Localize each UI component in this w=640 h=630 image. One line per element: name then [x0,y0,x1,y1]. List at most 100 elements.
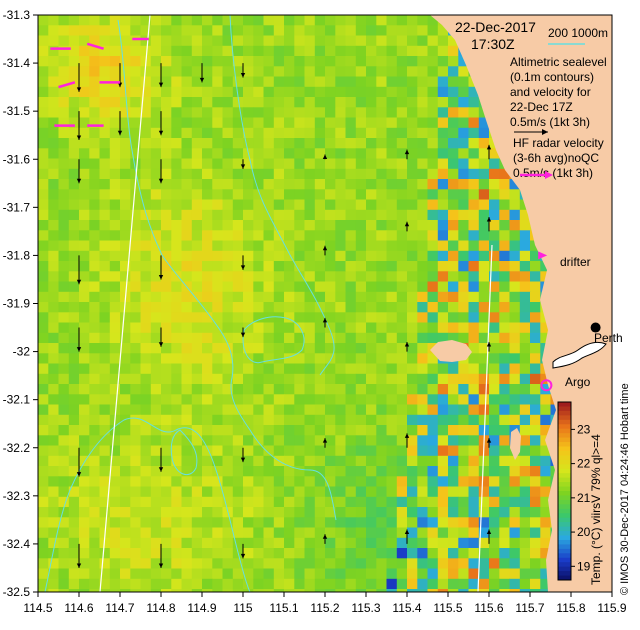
sst-cell [243,343,254,354]
sst-cell [376,76,387,88]
sst-cell [79,537,90,549]
sst-cell [191,209,203,221]
sst-cell [89,25,100,36]
sst-cell [212,179,223,190]
sst-cell [437,425,449,436]
sst-cell [212,230,223,241]
sst-cell [468,240,480,252]
sst-cell [38,86,49,98]
sst-cell [243,414,254,426]
sst-cell [284,35,295,47]
sst-cell [468,466,480,477]
sst-cell [396,589,408,592]
sst-cell [263,445,275,457]
sst-cell [417,240,428,252]
sst-cell [376,189,387,200]
sst-cell [171,107,182,118]
sst-cell [140,568,152,580]
sst-cell [509,353,521,364]
sst-cell [335,394,346,405]
sst-cell [79,230,90,241]
sst-cell [335,56,346,67]
sst-cell [120,394,131,405]
sst-cell [376,404,387,416]
sst-cell [232,558,244,569]
sst-cell [396,117,408,129]
sst-cell [294,199,305,211]
sst-cell [458,363,469,375]
sst-cell [273,425,285,436]
sst-cell [161,363,172,375]
sst-cell [243,302,254,313]
sst-cell [314,199,326,211]
sst-cell [243,537,254,549]
sst-cell [509,466,521,477]
sst-cell [427,435,439,446]
x-tick-label: 115.8 [556,601,585,615]
sst-cell [202,261,213,272]
sst-cell [396,466,408,477]
sst-cell [120,230,131,241]
sst-cell [171,117,182,129]
sst-cell [202,363,213,375]
sst-cell [448,66,459,77]
sst-cell [499,589,510,592]
sst-cell [68,271,80,282]
sst-cell [232,230,244,241]
sst-cell [68,240,80,252]
sst-cell [48,138,59,149]
sst-cell [48,537,59,549]
sst-cell [191,578,203,590]
sst-cell [202,199,213,211]
sst-cell [263,107,275,118]
sst-cell [417,373,428,385]
sst-cell [355,384,367,395]
sst-cell [386,435,398,446]
sst-cell [509,220,521,231]
sst-cell [376,435,387,446]
sst-cell [314,404,326,416]
sst-cell [171,209,182,221]
sst-cell [171,394,182,405]
sst-cell [263,158,275,170]
sst-cell [48,66,59,77]
sst-cell [355,240,367,252]
sst-cell [79,179,90,190]
colorbar-cell [558,450,571,456]
sst-cell [345,240,357,252]
sst-cell [366,250,377,262]
sst-cell [150,127,162,139]
sst-cell [458,127,469,139]
sst-cell [284,230,295,241]
sst-cell [38,35,49,47]
sst-cell [191,322,203,334]
sst-cell [253,281,264,293]
sst-cell [376,250,387,262]
sst-cell [161,271,172,282]
sst-cell [325,537,336,549]
sst-cell [109,404,121,416]
sst-cell [366,230,377,241]
sst-cell [437,312,449,323]
sst-cell [478,291,490,303]
sst-cell [396,271,408,282]
sst-cell [120,558,131,569]
sst-cell [284,363,295,375]
hf-radar-vectors [50,37,149,127]
sst-cell [304,97,316,108]
sst-cell [232,435,244,446]
sst-cell [130,199,141,211]
altimetry-legend-line: 22-Dec 17Z [510,100,573,114]
sst-cell [212,332,223,344]
sst-cell [325,56,336,67]
sst-cell [140,302,152,313]
sst-cell [386,537,398,549]
sst-cell [366,455,377,467]
sst-cell [38,261,49,272]
sst-cell [191,168,203,180]
sst-cell [48,220,59,231]
sst-cell [120,322,131,334]
sst-cell [202,312,213,323]
sst-cell [376,148,387,159]
sst-cell [202,107,213,118]
